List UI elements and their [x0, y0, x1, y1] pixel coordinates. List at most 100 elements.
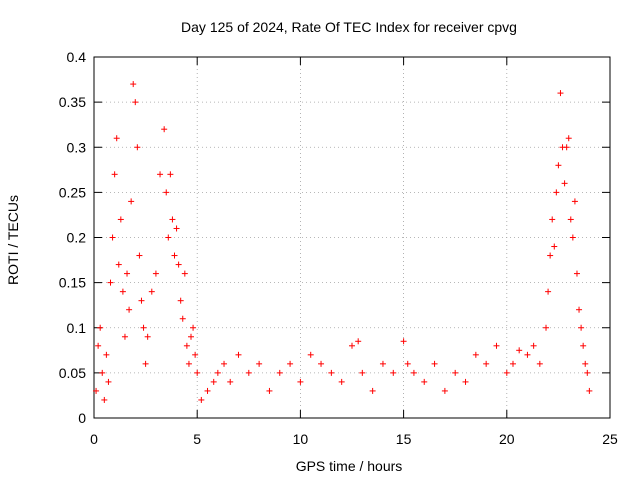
data-point-marker	[179, 315, 186, 322]
data-point-marker	[111, 171, 118, 178]
data-point-marker	[561, 180, 568, 187]
data-point-marker	[584, 369, 591, 376]
data-point-marker	[124, 270, 131, 277]
data-point-marker	[157, 171, 164, 178]
data-point-marker	[169, 216, 176, 223]
data-point-marker	[503, 369, 510, 376]
data-point-marker	[349, 342, 355, 349]
chart-title: Day 125 of 2024, Rate Of TEC Index for r…	[181, 19, 517, 35]
data-point-marker	[582, 360, 589, 367]
x-tick-label: 10	[293, 431, 309, 447]
y-tick-label: 0.05	[59, 365, 86, 381]
data-point-marker	[138, 297, 145, 304]
x-axis: 0 5 10 15 20 25	[90, 57, 618, 447]
data-point-marker	[132, 99, 139, 106]
data-point-marker	[297, 378, 304, 385]
y-tick-label: 0.25	[59, 184, 86, 200]
data-point-marker	[121, 333, 128, 340]
data-point-marker	[586, 387, 593, 394]
data-point-marker	[549, 216, 556, 223]
data-point-marker	[524, 351, 531, 358]
data-point-marker	[152, 270, 159, 277]
data-point-marker	[198, 396, 205, 403]
data-point-marker	[390, 369, 397, 376]
data-point-marker	[553, 189, 560, 196]
data-point-marker	[266, 387, 273, 394]
data-point-marker	[163, 189, 170, 196]
data-point-marker	[105, 378, 112, 385]
data-point-marker	[441, 387, 448, 394]
data-point-marker	[128, 198, 135, 205]
data-point-marker	[165, 234, 172, 241]
data-point-marker	[580, 342, 587, 349]
data-point-marker	[173, 225, 180, 232]
data-point-marker	[410, 369, 417, 376]
data-point-marker	[555, 162, 562, 169]
data-point-marker	[565, 135, 572, 142]
data-point-marker	[318, 360, 325, 367]
y-tick-label: 0	[78, 410, 86, 426]
data-point-marker	[183, 342, 190, 349]
data-point-marker	[185, 360, 192, 367]
data-point-marker	[569, 234, 576, 241]
data-point-marker	[161, 126, 168, 133]
x-tick-label: 5	[193, 431, 201, 447]
data-point-marker	[204, 387, 211, 394]
data-point-marker	[188, 333, 195, 340]
data-point-marker	[530, 342, 537, 349]
data-point-marker	[113, 135, 120, 142]
x-axis-label: GPS time / hours	[296, 458, 403, 474]
data-point-marker	[107, 279, 114, 286]
y-tick-label: 0.3	[67, 139, 87, 155]
data-point-marker	[130, 81, 137, 88]
x-tick-label: 20	[499, 431, 515, 447]
data-point-marker	[99, 369, 106, 376]
data-point-marker	[452, 369, 459, 376]
data-point-marker	[557, 90, 564, 97]
data-point-marker	[287, 360, 294, 367]
plot-frame	[93, 56, 611, 419]
y-tick-label: 0.15	[59, 275, 86, 291]
data-point-marker	[95, 342, 102, 349]
data-point-marker	[214, 369, 221, 376]
data-point-marker	[194, 369, 201, 376]
data-point-marker	[431, 360, 438, 367]
data-point-marker	[547, 252, 554, 259]
data-point-marker	[551, 243, 558, 250]
data-point-marker	[101, 396, 108, 403]
data-point-marker	[190, 324, 197, 331]
data-point-marker	[115, 261, 122, 268]
y-tick-label: 0.4	[67, 49, 87, 65]
data-point-marker	[536, 360, 543, 367]
data-point-marker	[119, 288, 126, 295]
data-point-marker	[578, 324, 585, 331]
data-point-marker	[472, 351, 479, 358]
data-point-marker	[359, 369, 366, 376]
data-point-marker	[177, 297, 184, 304]
data-point-marker	[509, 360, 516, 367]
data-point-marker	[117, 216, 124, 223]
data-point-marker	[93, 387, 100, 394]
data-points	[93, 81, 593, 403]
data-point-marker	[148, 288, 155, 295]
data-point-marker	[573, 270, 580, 277]
data-point-marker	[545, 288, 552, 295]
x-tick-label: 15	[396, 431, 412, 447]
data-point-marker	[181, 270, 188, 277]
data-point-marker	[167, 171, 174, 178]
y-tick-label: 0.2	[67, 230, 87, 246]
data-point-marker	[369, 387, 376, 394]
data-point-marker	[227, 378, 234, 385]
data-point-marker	[462, 378, 469, 385]
data-point-marker	[571, 198, 578, 205]
y-tick-label: 0.35	[59, 94, 86, 110]
data-point-marker	[256, 360, 263, 367]
data-point-marker	[355, 338, 362, 345]
data-point-marker	[379, 360, 386, 367]
data-point-marker	[338, 378, 345, 385]
data-point-marker	[307, 351, 314, 358]
data-point-marker	[142, 360, 149, 367]
data-point-marker	[221, 360, 228, 367]
data-point-marker	[97, 324, 104, 331]
data-point-marker	[171, 252, 178, 259]
